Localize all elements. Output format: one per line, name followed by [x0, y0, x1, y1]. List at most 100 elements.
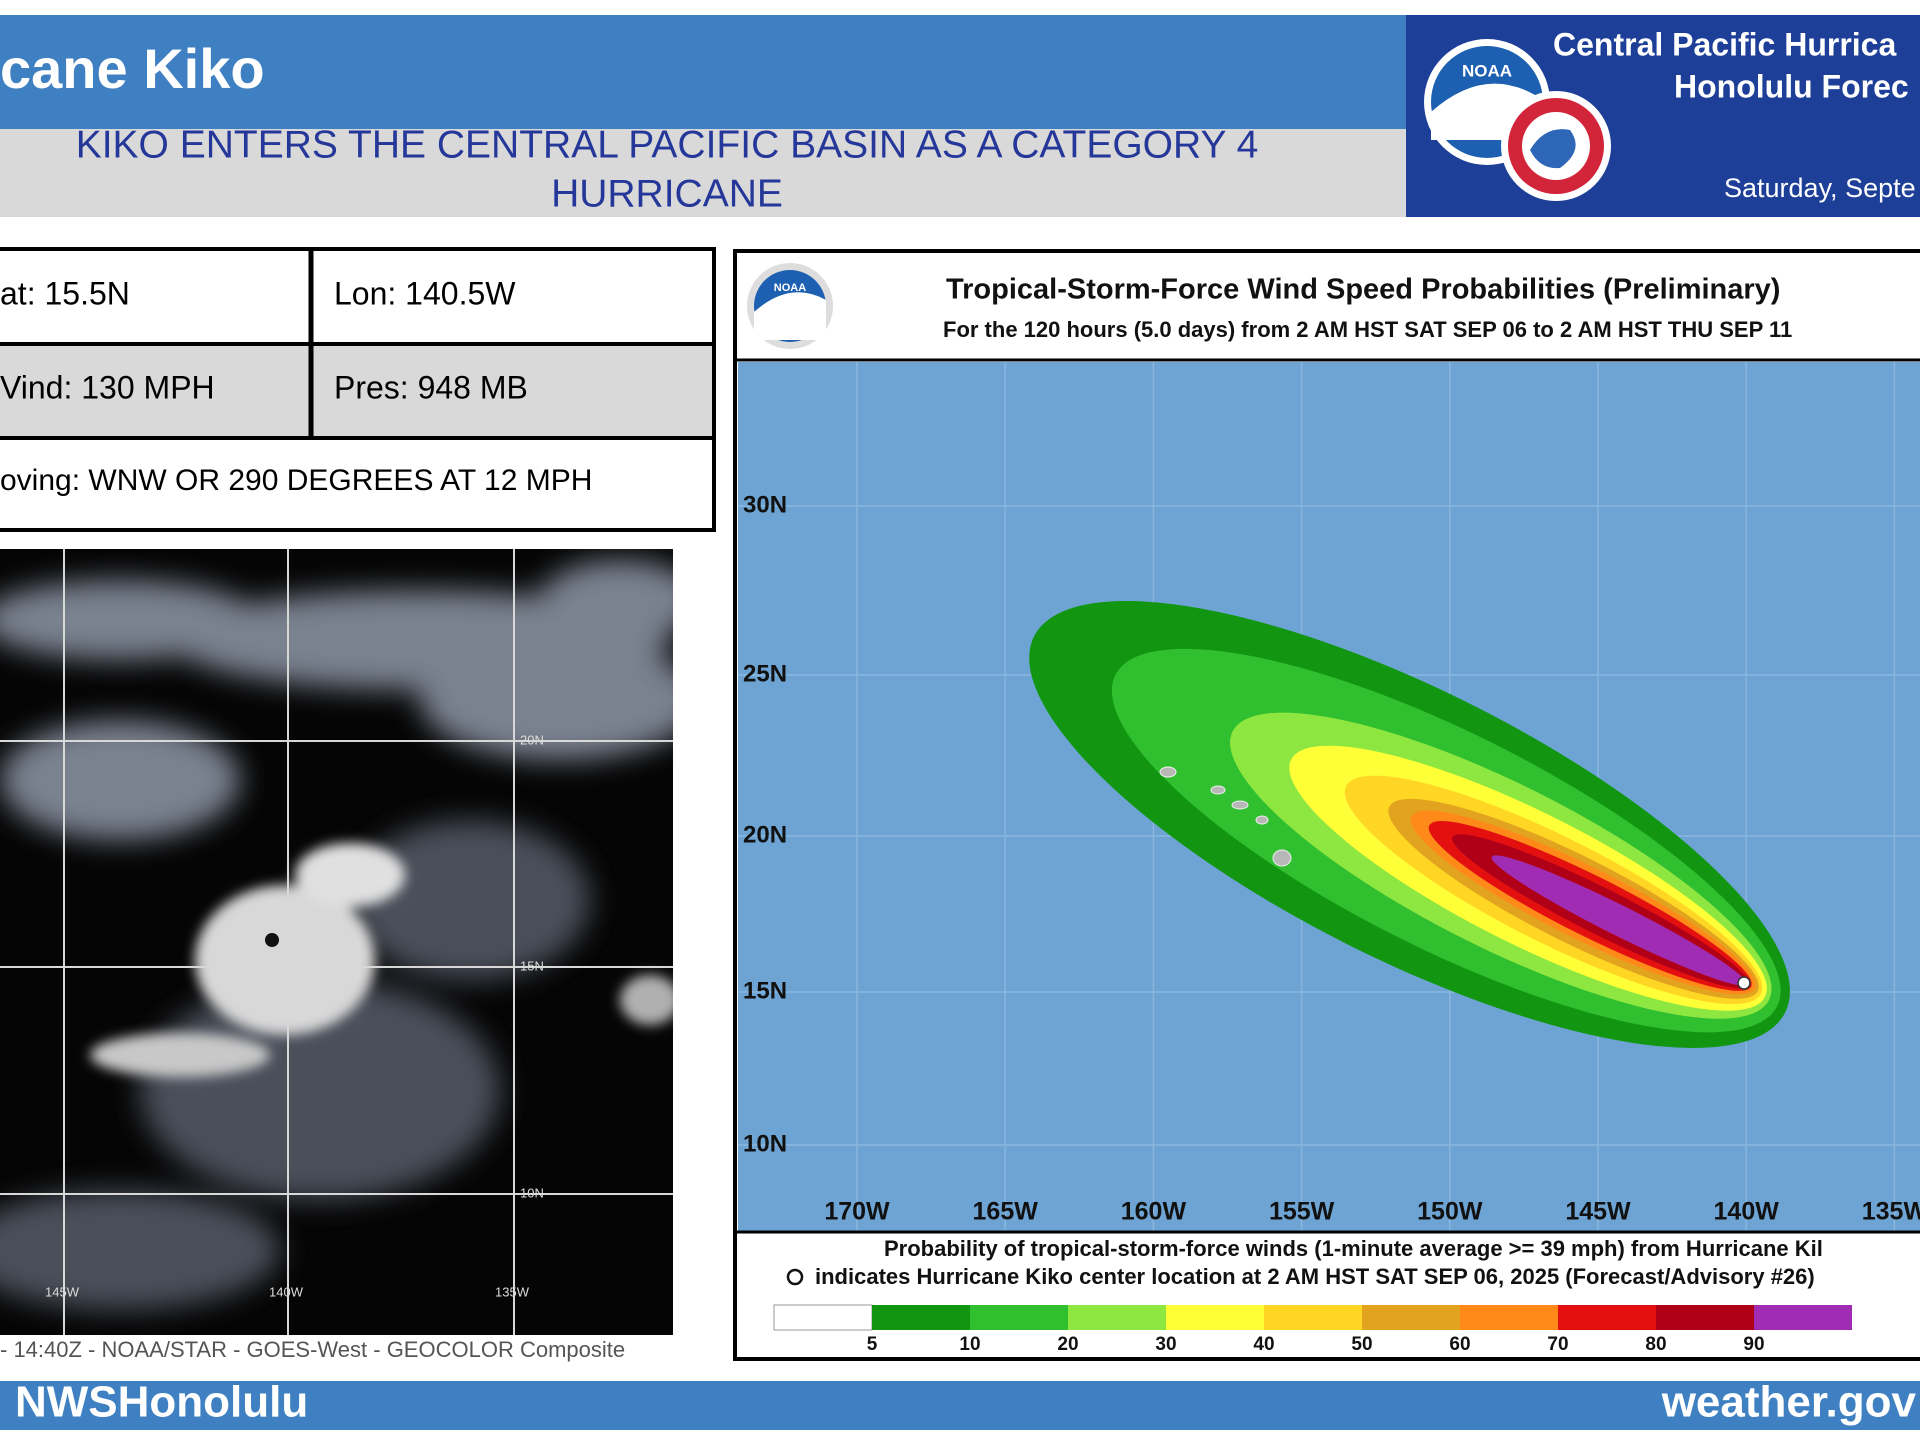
path-shape	[754, 292, 826, 340]
map-lon-label: 155W	[1269, 1198, 1335, 1226]
ellipse-shape	[1255, 815, 1269, 825]
legend-label: 20	[1057, 1334, 1078, 1355]
g-shape	[90, 843, 673, 1077]
map-logo-text: NOAA	[774, 282, 806, 294]
legend-swatch	[1558, 1305, 1656, 1330]
ellipse-shape	[0, 1190, 280, 1310]
map-lon-label: 165W	[973, 1198, 1039, 1226]
table-cell: at: 15.5N	[0, 275, 130, 311]
g-shape	[0, 820, 590, 1310]
satellite-labels: 20N 15N 10N 145W 140W 135W	[45, 732, 544, 1299]
legend-swatch	[1166, 1305, 1264, 1330]
legend-label: 70	[1547, 1334, 1568, 1355]
noaa-logo-text: NOAA	[1462, 61, 1512, 80]
map-lat-label: 10N	[743, 1130, 787, 1157]
ellipse-shape	[420, 640, 673, 760]
legend-label: 90	[1743, 1334, 1764, 1355]
footer-bar	[0, 1381, 1920, 1430]
satellite-lat-label: 15N	[520, 958, 544, 973]
satellite-lon-label: 140W	[269, 1284, 304, 1299]
map-lat-label: 30N	[743, 491, 787, 518]
ellipse-shape	[195, 885, 375, 1035]
header-title: cane Kiko	[0, 37, 265, 100]
legend-label: 10	[959, 1334, 980, 1355]
subtitle: KIKO ENTERS THE CENTRAL PACIFIC BASIN AS…	[76, 123, 1259, 166]
circle-shape	[265, 933, 279, 947]
legend-label: 50	[1351, 1334, 1372, 1355]
ellipse-shape	[0, 720, 240, 840]
ellipse-shape	[1210, 785, 1226, 795]
table-cell: oving: WNW OR 290 DEGREES AT 12 MPH	[0, 464, 592, 497]
satellite-image	[0, 549, 673, 1335]
office-name: Honolulu Forec	[1674, 68, 1909, 104]
legend-label: 40	[1253, 1334, 1274, 1355]
ellipse-shape	[295, 843, 405, 907]
map-lon-label: 160W	[1121, 1198, 1187, 1226]
map-title: Tropical-Storm-Force Wind Speed Probabil…	[946, 274, 1780, 306]
legend-caption: Probability of tropical-storm-force wind…	[884, 1236, 1823, 1261]
legend-swatch	[1362, 1305, 1460, 1330]
legend-swatch	[773, 1304, 873, 1331]
nws-logo	[1501, 91, 1611, 201]
path-shape	[1530, 129, 1576, 169]
legend-swatch	[872, 1305, 970, 1330]
ellipse-shape	[350, 820, 590, 980]
footer-site: weather.gov	[1661, 1378, 1917, 1427]
ellipse-shape	[90, 1033, 270, 1077]
legend-label: 60	[1449, 1334, 1470, 1355]
map-lon-label: 145W	[1565, 1198, 1631, 1226]
map-lon-label: 140W	[1714, 1198, 1780, 1226]
info-table	[0, 247, 716, 532]
map-lon-label: 170W	[824, 1198, 890, 1226]
legend-label: 5	[867, 1334, 878, 1355]
ellipse-shape	[620, 975, 673, 1025]
table-cell: Lon: 140.5W	[334, 275, 516, 311]
briefing-date: Saturday, Septe	[1724, 173, 1916, 203]
map-area	[738, 362, 1920, 1231]
map-lat-label: 15N	[743, 977, 787, 1004]
map-lon-label: 150W	[1417, 1198, 1483, 1226]
ellipse-shape	[1159, 766, 1177, 778]
ellipse-shape	[1491, 855, 1746, 986]
ellipse-shape	[540, 560, 673, 640]
subtitle-band	[0, 129, 1406, 217]
legend-label: 30	[1155, 1334, 1176, 1355]
legend-caption: indicates Hurricane Kiko center location…	[815, 1264, 1815, 1289]
satellite-lon-label: 135W	[495, 1284, 530, 1299]
map-lon-label: 135W	[1862, 1198, 1920, 1226]
office-name: Central Pacific Hurrica	[1553, 26, 1896, 62]
satellite-lat-label: 20N	[520, 732, 544, 747]
satellite-lon-label: 145W	[45, 1284, 80, 1299]
legend-swatch	[1068, 1305, 1166, 1330]
ellipse-shape	[140, 980, 500, 1200]
storm-center	[1737, 976, 1751, 990]
legend-swatch	[1264, 1305, 1362, 1330]
table-cell: Pres: 948 MB	[334, 369, 528, 405]
hawaiian-islands	[1159, 766, 1292, 867]
legend: 5 10 20 30 40 50 60 70 80 90	[773, 1304, 1852, 1355]
map-subtitle: For the 120 hours (5.0 days) from 2 AM H…	[943, 317, 1792, 342]
header-bar	[0, 15, 1406, 129]
table-cell: Vind: 130 MPH	[0, 369, 215, 405]
map-noaa-logo: NOAA	[747, 263, 833, 349]
satellite-lat-label: 10N	[520, 1185, 544, 1200]
map-axis-labels: 30N 25N 20N 15N 10N 170W 165W 160W 155W 150W 145W 1…	[743, 491, 1920, 1225]
probability-swath	[1029, 601, 1790, 1048]
map-lat-label: 25N	[743, 660, 787, 687]
legend-swatch	[1460, 1305, 1558, 1330]
ellipse-shape	[1272, 849, 1292, 867]
center-symbol	[786, 1268, 804, 1286]
legend-swatch	[1754, 1305, 1852, 1330]
footer-handle: NWSHonolulu	[15, 1378, 308, 1427]
ellipse-shape	[1231, 800, 1249, 810]
subtitle: HURRICANE	[551, 172, 783, 215]
legend-swatch	[970, 1305, 1068, 1330]
satellite-caption: - 14:40Z - NOAA/STAR - GOES-West - GEOCO…	[0, 1337, 625, 1362]
rect-shape	[0, 436, 716, 532]
map-lat-label: 20N	[743, 821, 787, 848]
legend-label: 80	[1645, 1334, 1666, 1355]
legend-swatch	[1656, 1305, 1754, 1330]
satellite-grid	[0, 549, 673, 1335]
